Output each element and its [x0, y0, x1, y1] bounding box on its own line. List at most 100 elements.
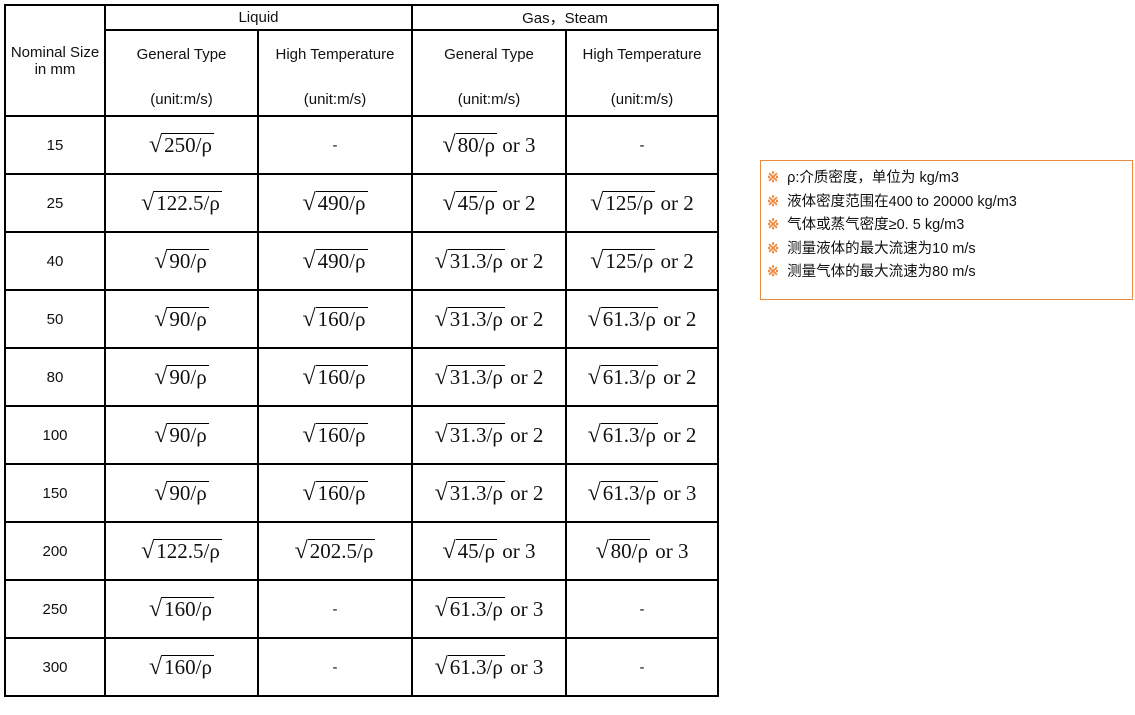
table-row: 300 √160/ρ - √61.3/ρ or 3- — [4, 637, 719, 697]
sqrt-symbol: √ — [587, 421, 601, 448]
sqrt-symbol: √ — [302, 305, 316, 332]
formula-cell: √90/ρ — [104, 405, 259, 465]
formula-cell: √45/ρ or 3 — [411, 521, 567, 581]
sqrt-symbol: √ — [434, 363, 448, 390]
sqrt-symbol: √ — [149, 653, 163, 680]
formula-cell: √61.3/ρ or 2 — [565, 347, 719, 407]
radicand: 90/ρ — [167, 480, 209, 505]
sqrt-symbol: √ — [434, 653, 448, 680]
sqrt-symbol: √ — [595, 537, 609, 564]
note-item: ※ 液体密度范围在400 to 20000 kg/m3 — [767, 191, 1132, 215]
radicand: 122.5/ρ — [154, 538, 222, 563]
sqrt-symbol: √ — [302, 421, 316, 448]
table-row: 40 √90/ρ √490/ρ √31.3/ρ or 2 √125/ρ or 2 — [4, 231, 719, 291]
sqrt-symbol: √ — [302, 479, 316, 506]
formula-cell: √31.3/ρ or 2 — [411, 463, 567, 523]
formula-cell: √31.3/ρ or 2 — [411, 289, 567, 349]
formula-cell: √160/ρ — [257, 347, 413, 407]
formula-cell: √61.3/ρ or 2 — [565, 405, 719, 465]
formula-cell: √31.3/ρ or 2 — [411, 405, 567, 465]
sqrt-symbol: √ — [434, 305, 448, 332]
formula-cell: √31.3/ρ or 2 — [411, 347, 567, 407]
radicand: 90/ρ — [167, 364, 209, 389]
formula-cell: √160/ρ — [257, 289, 413, 349]
radicand: 90/ρ — [167, 248, 209, 273]
note-item: ※ ρ:介质密度，单位为 kg/m3 — [767, 167, 1132, 191]
radicand: 61.3/ρ — [447, 596, 505, 621]
note-mark-icon: ※ — [767, 264, 780, 280]
radicand: 31.3/ρ — [447, 364, 505, 389]
note-text: 测量气体的最大流速为80 m/s — [787, 264, 976, 280]
sqrt-symbol: √ — [590, 189, 604, 216]
note-text: 液体密度范围在400 to 20000 kg/m3 — [787, 193, 1017, 210]
formula-cell: √90/ρ — [104, 347, 259, 407]
formula-suffix: or 2 — [510, 248, 544, 273]
size-cell: 80 — [4, 347, 106, 407]
radicand: 160/ρ — [315, 306, 368, 331]
header-unit: (unit:m/s) — [457, 91, 521, 108]
note-text: 测量液体的最大流速为10 m/s — [787, 240, 976, 257]
header-liquid-general: General Type (unit:m/s) — [104, 29, 259, 117]
header-gas-high: High Temperature (unit:m/s) — [565, 29, 719, 117]
formula-cell: √160/ρ — [257, 405, 413, 465]
radicand: 122.5/ρ — [154, 190, 222, 215]
radicand: 490/ρ — [315, 190, 368, 215]
sqrt-symbol: √ — [434, 421, 448, 448]
formula-suffix: or 2 — [663, 306, 697, 331]
sqrt-symbol: √ — [434, 247, 448, 274]
table-row: 200 √122.5/ρ √202.5/ρ √45/ρ or 3 √80/ρ or 3 — [4, 521, 719, 581]
radicand: 31.3/ρ — [447, 480, 505, 505]
note-item: ※ 测量液体的最大流速为10 m/s — [767, 238, 1132, 262]
empty-cell: - — [565, 115, 719, 175]
radicand: 61.3/ρ — [600, 364, 658, 389]
formula-suffix: or 3 — [655, 538, 689, 563]
empty-cell: - — [565, 579, 719, 639]
radicand: 61.3/ρ — [600, 422, 658, 447]
sqrt-symbol: √ — [442, 131, 456, 158]
size-cell: 15 — [4, 115, 106, 175]
formula-cell: √160/ρ — [104, 579, 259, 639]
radicand: 125/ρ — [603, 190, 656, 215]
header-gas-general: General Type (unit:m/s) — [411, 29, 567, 117]
table-row: 25 √122.5/ρ √490/ρ √45/ρ or 2 √125/ρ or 2 — [4, 173, 719, 233]
note-text: ρ:介质密度，单位为 kg/m3 — [787, 170, 959, 186]
sqrt-symbol: √ — [587, 305, 601, 332]
note-mark-icon: ※ — [767, 240, 780, 257]
sqrt-symbol: √ — [149, 595, 163, 622]
size-cell: 50 — [4, 289, 106, 349]
radicand: 31.3/ρ — [447, 248, 505, 273]
radicand: 61.3/ρ — [447, 654, 505, 679]
formula-suffix: or 3 — [510, 654, 544, 679]
table-row: 50 √90/ρ √160/ρ √31.3/ρ or 2 √61.3/ρ or 2 — [4, 289, 719, 349]
table-row: 250 √160/ρ - √61.3/ρ or 3- — [4, 579, 719, 639]
formula-cell: √250/ρ — [104, 115, 259, 175]
sqrt-symbol: √ — [434, 595, 448, 622]
sqrt-symbol: √ — [154, 421, 168, 448]
formula-suffix: or 3 — [502, 132, 536, 157]
size-cell: 200 — [4, 521, 106, 581]
sqrt-symbol: √ — [442, 189, 456, 216]
header-unit: (unit:m/s) — [610, 91, 674, 108]
radicand: 202.5/ρ — [307, 538, 376, 563]
sqrt-symbol: √ — [434, 479, 448, 506]
header-nominal-size: Nominal Size in mm — [4, 4, 106, 117]
notes-box: ※ ρ:介质密度，单位为 kg/m3 ※ 液体密度范围在400 to 20000 kg… — [760, 160, 1133, 300]
sqrt-symbol: √ — [154, 247, 168, 274]
note-mark-icon: ※ — [767, 170, 780, 186]
sqrt-symbol: √ — [587, 363, 601, 390]
header-unit: (unit:m/s) — [150, 91, 213, 108]
radicand: 61.3/ρ — [600, 480, 658, 505]
sqrt-symbol: √ — [302, 363, 316, 390]
formula-suffix: or 3 — [663, 480, 697, 505]
formula-cell: √490/ρ — [257, 173, 413, 233]
sqrt-symbol: √ — [302, 247, 316, 274]
formula-suffix: or 2 — [510, 422, 544, 447]
size-cell: 25 — [4, 173, 106, 233]
formula-cell: √90/ρ — [104, 463, 259, 523]
formula-suffix: or 2 — [510, 480, 544, 505]
formula-suffix: or 2 — [660, 248, 694, 273]
formula-suffix: or 2 — [510, 306, 544, 331]
radicand: 45/ρ — [455, 538, 497, 563]
radicand: 250/ρ — [162, 132, 214, 157]
header-unit: (unit:m/s) — [303, 91, 367, 108]
